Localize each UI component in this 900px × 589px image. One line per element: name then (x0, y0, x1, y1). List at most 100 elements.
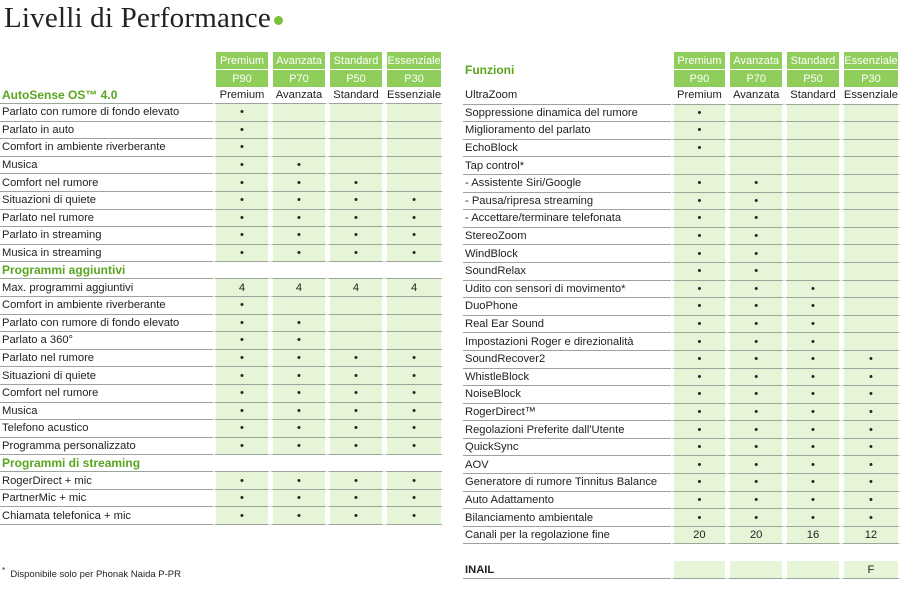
feature-label: Generatore di rumore Tinnitus Balance (463, 474, 671, 492)
feature-label: RogerDirect + mic (0, 472, 213, 490)
feature-value-cell: • (727, 245, 785, 263)
feature-value-cell: • (384, 384, 444, 403)
feature-value-cell: • (840, 403, 900, 422)
feature-value-cell (384, 121, 444, 140)
feature-value-cell: • (670, 174, 728, 193)
feature-value-cell: • (384, 489, 444, 508)
feature-value-cell: • (727, 315, 785, 334)
feature-value-cell: • (784, 386, 841, 404)
feature-value-cell (670, 157, 728, 175)
feature-value-cell: • (384, 472, 444, 490)
table-row: Parlato in auto • (0, 121, 444, 140)
feature-value-cell: • (327, 437, 384, 456)
feature-value-cell: • (670, 491, 728, 510)
feature-label: Chiamata telefonica + mic (0, 507, 213, 526)
section-row: Programmi aggiuntivi (0, 262, 444, 280)
feature-value-cell (384, 314, 444, 333)
table-row: Impostazioni Roger e direzionalità • • • (463, 333, 900, 351)
header-level-code: P50 (784, 70, 841, 87)
feature-value-cell (784, 561, 841, 580)
feature-value-cell: • (784, 403, 841, 422)
feature-value-cell (840, 262, 900, 281)
feature-label: WindBlock (463, 245, 671, 263)
table-row: SoundRecover2 • • • • (463, 350, 900, 369)
feature-value-cell: • (213, 437, 270, 456)
feature-value-cell: • (670, 122, 728, 140)
feature-value-cell: • (213, 332, 270, 350)
feature-value-cell: • (384, 437, 444, 456)
table-row: Max. programmi aggiuntivi 4 4 4 4 (0, 279, 444, 297)
feature-value-cell: • (270, 402, 327, 421)
feature-value-cell: • (670, 192, 728, 211)
feature-value-cell: • (384, 402, 444, 421)
feature-value-cell: • (840, 456, 900, 475)
feature-value-cell: • (213, 121, 270, 140)
feature-value-cell: • (384, 367, 444, 385)
feature-value-cell: • (840, 509, 900, 527)
section-blank-cell (327, 262, 384, 280)
feature-value-cell: • (384, 349, 444, 368)
header-level-code: P30 (840, 70, 900, 87)
feature-value-cell (840, 298, 900, 316)
feature-value-cell: • (270, 472, 327, 490)
table-row: UltraZoom Premium Avanzata Standard Essenzia… (463, 87, 900, 105)
table-row (463, 544, 900, 561)
section-blank-cell (270, 455, 327, 473)
table-row: Musica • • • • (0, 402, 444, 421)
table-row: Parlato nel rumore • • • • (0, 209, 444, 228)
section-blank-cell (213, 455, 270, 473)
feature-label: Comfort nel rumore (0, 385, 213, 403)
level-label-cell: Standard (784, 87, 841, 105)
section-title: Programmi di streaming (0, 455, 213, 473)
feature-label: Comfort nel rumore (0, 174, 213, 192)
header-level-code: P70 (727, 70, 785, 87)
feature-label: Musica (0, 157, 213, 175)
feature-value-cell: 4 (213, 279, 270, 297)
table-row: Musica • • (0, 156, 444, 175)
feature-value-cell: • (784, 315, 841, 334)
feature-label: Tap control* (463, 157, 671, 175)
feature-value-cell (784, 262, 841, 281)
feature-value-cell: • (213, 209, 270, 228)
feature-value-cell: • (670, 474, 728, 492)
feature-value-cell: • (727, 210, 785, 228)
feature-value-cell (327, 104, 384, 122)
feature-value-cell (840, 315, 900, 334)
feature-value-cell: • (213, 104, 270, 122)
table-row: QuickSync • • • • (463, 438, 900, 457)
feature-value-cell (270, 104, 327, 122)
header-level-name: Essenziale (840, 52, 900, 70)
feature-label: Parlato con rumore di fondo elevato (0, 315, 213, 333)
level-label-cell: Standard (327, 87, 384, 104)
table-row: Bilanciamento ambientale • • • • (463, 509, 900, 527)
feature-value-cell: • (727, 421, 785, 439)
feature-value-cell: • (727, 474, 785, 492)
feature-value-cell: • (727, 403, 785, 422)
feature-value-cell: 4 (384, 279, 444, 297)
feature-value-cell: • (213, 314, 270, 333)
feature-value-cell: 4 (270, 279, 327, 297)
feature-value-cell: • (670, 280, 728, 299)
feature-value-cell (327, 121, 384, 140)
feature-value-cell: • (213, 489, 270, 508)
table-row: Musica in streaming • • • • (0, 244, 444, 263)
section-blank-cell (384, 455, 444, 473)
feature-label: Musica (0, 403, 213, 421)
header-level-name: Premium (213, 52, 270, 70)
feature-value-cell: • (840, 438, 900, 457)
feature-label: Soppressione dinamica del rumore (463, 105, 671, 123)
feature-value-cell: • (670, 104, 728, 123)
feature-value-cell: • (270, 244, 327, 263)
feature-value-cell: • (270, 191, 327, 210)
feature-label: Situazioni di quiete (0, 367, 213, 385)
feature-value-cell: • (727, 262, 785, 281)
feature-label: Bilanciamento ambientale (463, 509, 671, 527)
feature-value-cell: • (213, 191, 270, 210)
feature-value-cell: • (213, 244, 270, 263)
feature-value-cell: • (213, 349, 270, 368)
left-feature-table: Premium Avanzata Standard Essenziale P90… (0, 52, 444, 526)
feature-value-cell: • (670, 350, 728, 369)
feature-value-cell (784, 227, 841, 246)
feature-value-cell (384, 332, 444, 350)
feature-value-cell (784, 192, 841, 211)
